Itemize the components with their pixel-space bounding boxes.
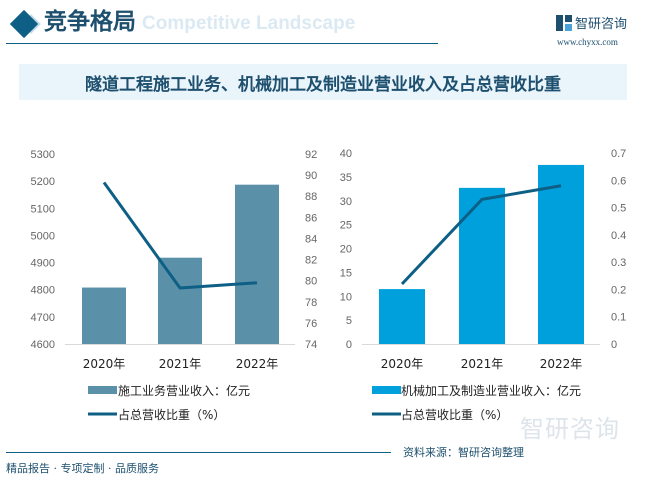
chart-title-box: 隧道工程施工业务、机械加工及制造业营业收入及占总营收比重 bbox=[19, 64, 627, 100]
y-left-tick-label: 10 bbox=[340, 291, 352, 303]
bar bbox=[235, 184, 279, 344]
bar bbox=[82, 287, 126, 344]
legend-bar-swatch bbox=[88, 386, 117, 394]
footer-divider bbox=[6, 452, 391, 453]
y-right-tick-label: 0 bbox=[611, 339, 617, 351]
y-left-tick-label: 40 bbox=[340, 148, 352, 160]
y-left-tick-label: 4900 bbox=[31, 258, 55, 270]
y-right-tick-label: 86 bbox=[305, 212, 317, 224]
legend-bar-label: 机械加工及制造业营业收入：亿元 bbox=[401, 383, 581, 398]
y-left-tick-label: 25 bbox=[340, 220, 352, 232]
y-right-tick-label: 0.3 bbox=[611, 257, 626, 269]
y-right-tick-label: 0.1 bbox=[611, 312, 626, 324]
y-right-tick-label: 0.5 bbox=[611, 203, 626, 215]
y-right-tick-label: 0.6 bbox=[611, 175, 626, 187]
y-left-tick-label: 30 bbox=[340, 196, 352, 208]
y-right-tick-label: 78 bbox=[305, 297, 317, 309]
y-left-tick-label: 5100 bbox=[31, 203, 55, 215]
y-left-tick-label: 5000 bbox=[31, 230, 55, 242]
bar bbox=[158, 257, 202, 344]
y-left-tick-label: 20 bbox=[340, 244, 352, 256]
y-right-tick-label: 88 bbox=[305, 191, 317, 203]
legend-bar-label: 施工业务营业收入：亿元 bbox=[118, 383, 250, 398]
x-tick-label: 2021年 bbox=[159, 357, 202, 371]
y-right-tick-label: 76 bbox=[305, 318, 317, 330]
x-tick-label: 2021年 bbox=[461, 357, 504, 371]
y-left-tick-label: 4600 bbox=[31, 339, 55, 351]
y-right-tick-label: 92 bbox=[305, 149, 317, 161]
x-tick-label: 2020年 bbox=[83, 357, 126, 371]
bar bbox=[538, 164, 584, 344]
bar bbox=[459, 187, 505, 344]
section-title: 竞争格局 bbox=[44, 9, 136, 35]
footer-tagline: 精品报告 · 专项定制 · 品质服务 bbox=[6, 462, 159, 475]
section-subtitle-watermark: Competitive Landscape bbox=[142, 13, 356, 34]
bar bbox=[379, 289, 425, 344]
y-right-tick-label: 82 bbox=[305, 255, 317, 267]
y-right-tick-label: 0.7 bbox=[611, 148, 626, 160]
x-tick-label: 2022年 bbox=[540, 357, 583, 371]
brand-url: www.chyxx.com bbox=[557, 37, 618, 47]
x-tick-label: 2020年 bbox=[381, 357, 424, 371]
y-right-tick-label: 0.4 bbox=[611, 230, 626, 242]
y-left-tick-label: 0 bbox=[346, 339, 352, 351]
legend-bar-swatch bbox=[372, 386, 401, 394]
legend-line-label: 占总营收比重（%） bbox=[118, 407, 225, 422]
y-left-tick-label: 5200 bbox=[31, 176, 55, 188]
y-left-tick-label: 4700 bbox=[31, 312, 55, 324]
y-left-tick-label: 5300 bbox=[31, 149, 55, 161]
y-right-tick-label: 0.2 bbox=[611, 284, 626, 296]
brand-name: 智研咨询 bbox=[575, 17, 628, 32]
legend-line-label: 占总营收比重（%） bbox=[401, 407, 508, 422]
y-right-tick-label: 90 bbox=[305, 170, 317, 182]
header-divider bbox=[6, 43, 438, 44]
footer-source: 资料来源：智研咨询整理 bbox=[403, 446, 524, 459]
brand-logo-icon bbox=[556, 14, 572, 31]
y-left-tick-label: 35 bbox=[340, 172, 352, 184]
y-left-tick-label: 5 bbox=[346, 315, 352, 327]
y-left-tick-label: 15 bbox=[340, 267, 352, 279]
x-tick-label: 2022年 bbox=[236, 357, 279, 371]
y-left-tick-label: 4800 bbox=[31, 285, 55, 297]
footer-watermark-logo: 智研咨询 bbox=[520, 415, 620, 443]
chart-title: 隧道工程施工业务、机械加工及制造业营业收入及占总营收比重 bbox=[85, 74, 561, 95]
y-right-tick-label: 80 bbox=[305, 276, 317, 288]
y-right-tick-label: 84 bbox=[305, 233, 317, 245]
y-right-tick-label: 74 bbox=[305, 339, 317, 351]
brand-logo: 智研咨询 bbox=[556, 13, 627, 32]
